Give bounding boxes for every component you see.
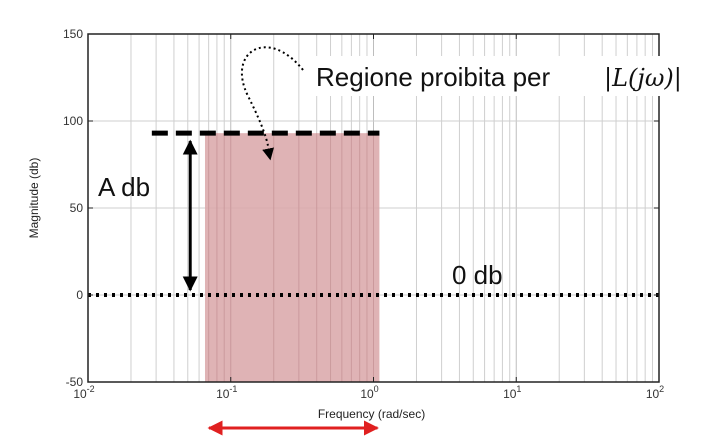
y-tick-label: 150: [63, 27, 83, 41]
region-math-label: |L(jω)|: [604, 64, 682, 93]
x-tick-label: 10-2: [73, 384, 94, 401]
x-tick-label: 100: [360, 384, 378, 401]
x-tick-label: 10-1: [216, 384, 237, 401]
zero-db-label: 0 db: [452, 260, 503, 290]
y-tick-labels: -50 0 50 100 150: [63, 27, 659, 389]
x-tick-label: 102: [646, 384, 664, 401]
region-label-background: [308, 56, 701, 96]
x-tick-label: 101: [503, 384, 521, 401]
region-label: Regione proibita per: [316, 62, 550, 92]
x-tick-labels: 10-2 10-1 100 101 102: [73, 34, 664, 401]
y-tick-label: 0: [76, 288, 83, 302]
x-axis-label: Frequency (rad/sec): [318, 407, 425, 421]
y-tick-label: 50: [70, 201, 84, 215]
a-db-label: A db: [98, 172, 150, 202]
y-tick-label: 100: [63, 114, 83, 128]
region-grid-overlay: [208, 133, 374, 382]
y-axis-label: Magnitude (db): [27, 158, 41, 239]
y-tick-label: -50: [66, 375, 84, 389]
forbidden-region: [204, 133, 380, 382]
